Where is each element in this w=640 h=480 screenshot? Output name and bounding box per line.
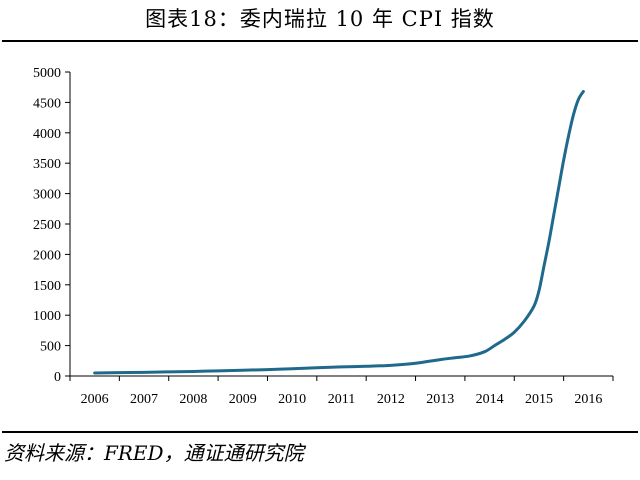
y-tick-label: 2000 — [33, 248, 61, 263]
x-tick-label: 2012 — [377, 392, 405, 407]
x-tick-label: 2007 — [130, 392, 158, 407]
y-tick-label: 1500 — [33, 279, 61, 294]
y-tick-label: 1000 — [33, 309, 61, 324]
y-tick-label: 4500 — [33, 96, 61, 111]
x-tick-label: 2011 — [328, 392, 355, 407]
cpi-series-line — [93, 89, 585, 375]
y-tick-label: 3000 — [33, 188, 61, 203]
x-tick-label: 2010 — [278, 392, 306, 407]
x-tick-label: 2006 — [81, 392, 109, 407]
y-tick-label: 4000 — [33, 127, 61, 142]
title-rule — [2, 40, 638, 42]
y-tick-label: 2500 — [33, 218, 61, 233]
source-rule — [2, 431, 638, 433]
x-tick-label: 2013 — [426, 392, 454, 407]
source-note: 资料来源：FRED，通证通研究院 — [4, 441, 304, 465]
x-tick-label: 2015 — [525, 392, 553, 407]
x-tick-label: 2009 — [229, 392, 257, 407]
y-tick-label: 5000 — [33, 66, 61, 81]
figure-title: 图表18：委内瑞拉 10 年 CPI 指数 — [145, 7, 495, 31]
x-tick-label: 2016 — [574, 392, 602, 407]
y-tick-label: 500 — [40, 340, 61, 355]
y-axis: 0 500 1000 1500 2000 2500 3000 3500 4000 4500 5000 — [33, 66, 71, 385]
y-tick-label: 0 — [54, 370, 61, 385]
series-layer — [93, 89, 585, 375]
x-tick-label: 2014 — [476, 392, 504, 407]
x-axis: 2006 2007 2008 2009 2010 2011 2012 2013 2014 2015… — [69, 375, 614, 407]
x-tick-label: 2008 — [179, 392, 207, 407]
y-tick-label: 3500 — [33, 157, 61, 172]
